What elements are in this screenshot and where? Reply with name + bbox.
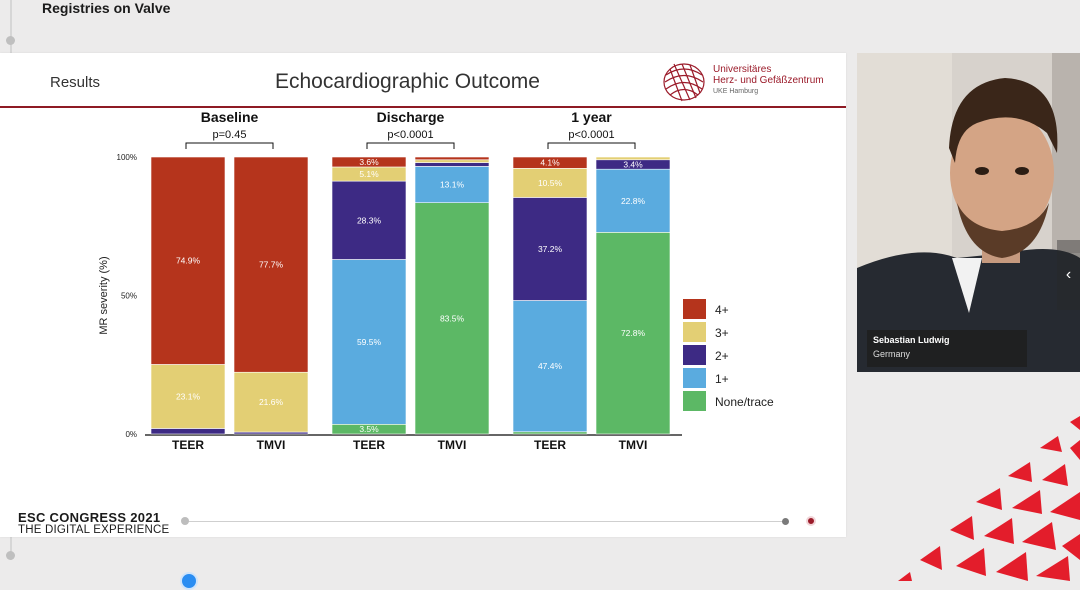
data-label: 3.6% xyxy=(359,157,379,167)
data-label: 4.1% xyxy=(540,158,560,168)
y-tick-label: 0% xyxy=(125,430,137,439)
bar-segment-4plus xyxy=(331,156,407,168)
data-label: 77.7% xyxy=(259,260,284,270)
esc-decoration-pattern xyxy=(898,416,1080,581)
logo-line-3: UKE Hamburg xyxy=(713,88,759,95)
esc-congress-brand: ESC CONGRESS 2021 xyxy=(18,510,161,525)
timeline-dot[interactable] xyxy=(6,36,15,45)
legend-label: 3+ xyxy=(715,326,729,340)
bar-segment-2plus xyxy=(512,197,588,301)
chevron-left-icon[interactable]: ‹ xyxy=(1057,240,1080,310)
bar-category-label: TEER xyxy=(534,438,566,452)
data-label: 21.6% xyxy=(259,397,284,407)
bar-segment-4plus xyxy=(233,156,309,373)
legend-swatch xyxy=(683,391,706,411)
legend-swatch xyxy=(683,345,706,365)
progress-current-dot[interactable] xyxy=(806,516,816,526)
bar-category-label: TMVI xyxy=(619,438,648,452)
bar-segment-4plus xyxy=(150,156,226,365)
bar-segment-4plus xyxy=(512,156,588,169)
bar-segment-3plus xyxy=(512,168,588,198)
data-label: 22.8% xyxy=(621,196,646,206)
bar-segment-1plus xyxy=(512,300,588,433)
data-label: 5.1% xyxy=(359,169,379,179)
y-tick-label: 50% xyxy=(121,292,137,301)
p-value-label: p<0.0001 xyxy=(568,129,614,141)
status-dot[interactable] xyxy=(180,572,198,590)
bar-segment-1plus xyxy=(331,259,407,425)
p-value-bracket xyxy=(185,142,274,149)
group-title: Discharge xyxy=(377,109,445,125)
data-label: 3.5% xyxy=(359,424,379,434)
logo-line-1: Universitäres xyxy=(713,64,772,75)
group-title: 1 year xyxy=(571,109,612,125)
data-label: 47.4% xyxy=(538,361,563,371)
bar-segment-3plus xyxy=(233,371,309,433)
bar-segment-1plus xyxy=(595,168,671,233)
progress-start-dot[interactable] xyxy=(181,517,189,525)
timeline-dot[interactable] xyxy=(6,551,15,560)
p-value-bracket xyxy=(547,142,636,149)
data-label: 72.8% xyxy=(621,328,646,338)
bar-category-label: TEER xyxy=(172,438,204,452)
p-value-label: p=0.45 xyxy=(213,129,247,141)
legend-swatch xyxy=(683,322,706,342)
legend-swatch xyxy=(683,368,706,388)
slide-progress-track[interactable] xyxy=(185,521,785,522)
presenter-country: Germany xyxy=(873,349,911,359)
uke-logo-icon xyxy=(663,63,705,102)
bar-segment-3plus xyxy=(414,159,490,163)
presenter-name: Sebastian Ludwig xyxy=(873,335,950,345)
y-tick-label: 100% xyxy=(117,153,137,162)
bar-segment-4plus xyxy=(414,156,490,161)
group-title: Baseline xyxy=(201,109,259,125)
window-title: Registries on Valve xyxy=(42,0,171,16)
bar-category-label: TMVI xyxy=(438,438,467,452)
data-label: 74.9% xyxy=(176,256,201,266)
bar-segment-2plus xyxy=(331,180,407,260)
data-label: 37.2% xyxy=(538,244,563,254)
p-value-label: p<0.0001 xyxy=(387,129,433,141)
bar-segment-none xyxy=(595,232,671,435)
data-label: 28.3% xyxy=(357,215,382,225)
presentation-slide: Results Echocardiographic Outcome Univer… xyxy=(0,53,846,537)
bar-category-label: TEER xyxy=(353,438,385,452)
presenter-video[interactable] xyxy=(857,53,1080,372)
title-rule xyxy=(0,106,846,108)
bar-category-label: TMVI xyxy=(257,438,286,452)
data-label: 10.5% xyxy=(538,178,563,188)
presenter-name-plate: Sebastian Ludwig Germany xyxy=(867,330,1027,367)
progress-marker-dot[interactable] xyxy=(782,518,789,525)
esc-tagline: THE DIGITAL EXPERIENCE xyxy=(18,524,170,536)
uke-logo-text: Universitäres Herz- und Gefäßzentrum UKE… xyxy=(713,64,824,97)
logo-line-2: Herz- und Gefäßzentrum xyxy=(713,75,824,86)
data-label: 3.4% xyxy=(623,159,643,169)
bar-segment-1plus xyxy=(414,166,490,204)
data-label: 59.5% xyxy=(357,337,382,347)
y-axis-label: MR severity (%) xyxy=(98,256,110,334)
p-value-bracket xyxy=(366,142,455,149)
data-label: 13.1% xyxy=(440,180,465,190)
bar-segment-none xyxy=(512,431,588,435)
bar-segment-3plus xyxy=(595,156,671,161)
legend-label: None/trace xyxy=(715,395,774,409)
presenter-image xyxy=(857,53,1080,372)
data-label: 23.1% xyxy=(176,391,201,401)
mr-severity-stacked-bar-chart: 0% 50% 100% MR severity (%) Baseline p=0.45 TE… xyxy=(98,109,774,452)
bar-segment-2plus xyxy=(150,428,226,435)
legend-label: 2+ xyxy=(715,349,729,363)
bar-segment-none xyxy=(414,202,490,435)
bar-segment-2plus xyxy=(414,162,490,167)
slide-section-label: Results xyxy=(50,74,101,91)
bar-segment-3plus xyxy=(150,364,226,429)
data-label: 83.5% xyxy=(440,313,465,323)
legend-swatch xyxy=(683,299,706,319)
slide-title: Echocardiographic Outcome xyxy=(275,70,540,93)
legend-label: 4+ xyxy=(715,303,729,317)
legend-label: 1+ xyxy=(715,372,729,386)
